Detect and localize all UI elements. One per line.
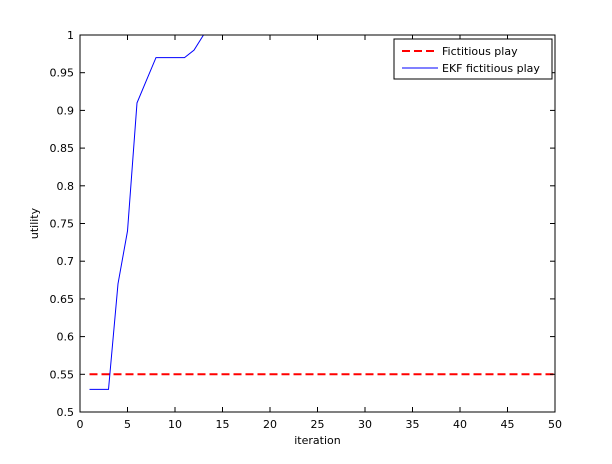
x-tick-label: 0 — [77, 418, 84, 431]
y-tick-label: 0.5 — [57, 406, 75, 419]
x-tick-label: 10 — [168, 418, 182, 431]
legend: Fictitious play EKF fictitious play — [393, 38, 553, 80]
x-axis-label: iteration — [294, 434, 340, 447]
y-tick-label: 1 — [67, 29, 74, 42]
legend-label: EKF fictitious play — [442, 62, 540, 75]
y-tick-label: 0.55 — [50, 368, 75, 381]
x-tick-label: 20 — [263, 418, 277, 431]
y-tick-label: 0.75 — [50, 218, 75, 231]
x-tick-label: 25 — [311, 418, 325, 431]
legend-box — [393, 38, 553, 80]
y-tick-label: 0.7 — [57, 255, 75, 268]
y-tick-label: 0.9 — [57, 104, 75, 117]
y-tick-label: 0.6 — [57, 331, 75, 344]
x-tick-label: 45 — [501, 418, 515, 431]
ticks-layer: 0 5 10 15 20 25 30 35 40 45 50 0.5 0.55 0.6 0.65 0.7 0.7… — [50, 29, 563, 431]
y-axis-label: utility — [28, 207, 41, 239]
y-tick-label: 0.95 — [50, 67, 75, 80]
series-line-2 — [89, 34, 555, 390]
legend-label: Fictitious play — [442, 45, 518, 58]
plot-area — [80, 35, 555, 412]
series-layer — [89, 34, 555, 390]
x-tick-label: 15 — [216, 418, 230, 431]
x-tick-label: 30 — [358, 418, 372, 431]
x-tick-label: 5 — [124, 418, 131, 431]
y-tick-label: 0.65 — [50, 293, 75, 306]
x-tick-label: 50 — [548, 418, 562, 431]
x-tick-label: 40 — [453, 418, 467, 431]
y-tick-label: 0.8 — [57, 180, 75, 193]
y-tick-label: 0.85 — [50, 142, 75, 155]
x-tick-label: 35 — [406, 418, 420, 431]
